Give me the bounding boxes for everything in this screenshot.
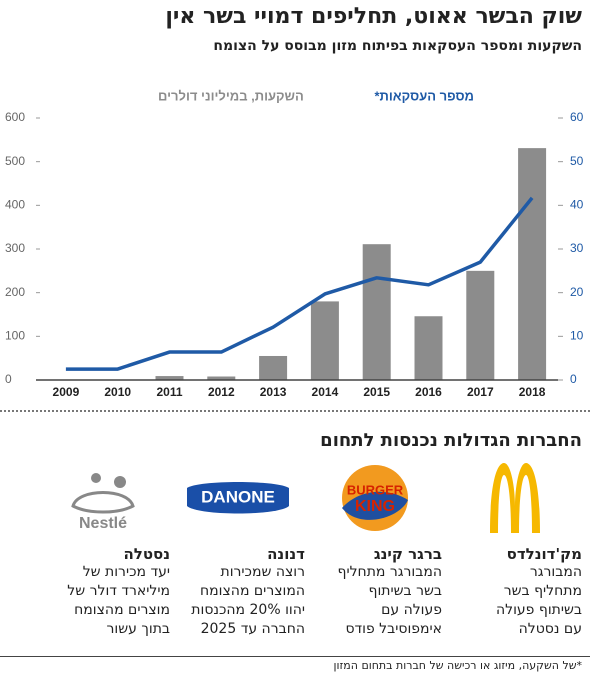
company-text: המבורגר (529, 564, 582, 580)
logo-bird (90, 472, 101, 483)
company-text: בשר בשיתוף (368, 583, 442, 599)
y2-tick-label: 20 (570, 285, 584, 299)
bar (466, 270, 495, 380)
y-tick-label: 100 (5, 329, 25, 343)
line-series (65, 196, 534, 371)
logo: Nestlé (70, 472, 135, 532)
x-tick-label: 2011 (156, 385, 182, 399)
logo-box: Nestlé (35, 455, 170, 540)
company: BURGER KING ברגר קינג המבורגר מתחליף בשר בשי… (307, 455, 442, 639)
company-text: בשיתוף פעולה (496, 602, 582, 618)
separator (0, 410, 590, 412)
bar (362, 244, 391, 380)
bar (155, 376, 184, 380)
y2-tick-label: 0 (570, 372, 577, 386)
logo-box: BURGER KING (307, 455, 442, 540)
bar (518, 148, 547, 380)
y-tick-label: 600 (5, 110, 25, 124)
section-heading: החברות הגדולות נכנסות לתחום (320, 430, 582, 451)
logo-swoosh (341, 491, 408, 520)
y2-axis-title: מספר העסקאות* (374, 88, 474, 103)
company-name: דנונה (267, 545, 305, 563)
logo-text: KING (355, 498, 395, 515)
chart: השקעות, במיליוני דולרים מספר העסקאות*0100… (5, 88, 584, 399)
x-tick-label: 2013 (260, 385, 287, 399)
footnote: *של השקעה, מיזוג או רכישה של חברות בתחום… (333, 659, 582, 672)
logo-bird (113, 475, 126, 488)
bar (207, 376, 236, 380)
company-text: אימפוסיבל פודס (345, 621, 442, 637)
logo: DANONE (186, 481, 289, 513)
company-text: רוצה שמכירות (220, 564, 306, 580)
bar (414, 316, 443, 380)
company-text: החברה עד 2025 (200, 621, 305, 637)
x-tick-label: 2012 (208, 385, 235, 399)
company-text: יעד מכירות של (82, 564, 170, 580)
logo-arches (489, 462, 540, 533)
y-tick-label: 400 (5, 198, 25, 212)
company: Nestlé נסטלה יעד מכירות של מיליארד דולר של מ… (35, 455, 170, 639)
y-tick-label: 300 (5, 241, 25, 255)
x-tick-label: 2018 (519, 385, 546, 399)
y2-tick-label: 30 (570, 241, 584, 255)
company-name: נסטלה (123, 545, 170, 563)
company-text: פעולה עם (381, 602, 442, 618)
logo-box (447, 455, 582, 540)
x-tick-label: 2016 (415, 385, 442, 399)
logo-text: BURGER (346, 482, 403, 497)
logo (489, 462, 540, 533)
y-tick-label: 0 (5, 372, 12, 386)
y2-tick-label: 60 (570, 110, 584, 124)
x-tick-label: 2017 (467, 385, 494, 399)
footnote-rule (0, 656, 590, 657)
company-text: המוצרים מהצומח (200, 583, 305, 599)
company-text: מיליארד דולר של (67, 583, 170, 599)
title: שוק הבשר אאוט, תחליפים דמויי בשר אין (165, 4, 582, 29)
bar (310, 301, 339, 380)
company-name: מק'דונלדס (506, 545, 582, 563)
company-name: ברגר קינג (373, 545, 442, 563)
logo-text: DANONE (201, 487, 275, 506)
company-text: יהוו 20% מהכנסות (191, 602, 305, 618)
logo-box: DANONE (170, 455, 305, 540)
y-axis-title: השקעות, במיליוני דולרים (158, 88, 304, 103)
company-text: בתוך עשור (106, 621, 170, 637)
logo-nest (70, 490, 135, 513)
x-tick-label: 2009 (53, 385, 80, 399)
company: מק'דונלדס המבורגר מתחליף בשר בשיתוף פעולה עם… (447, 455, 582, 639)
x-tick-label: 2015 (363, 385, 390, 399)
x-tick-label: 2014 (312, 385, 339, 399)
y2-tick-label: 10 (570, 329, 584, 343)
company-text: עם נסטלה (518, 621, 582, 637)
bar (259, 355, 288, 380)
x-tick-label: 2010 (104, 385, 131, 399)
company-text: מוצרים מהצומח (74, 602, 170, 618)
company: DANONE דנונה רוצה שמכירות המוצרים מהצומח יהו… (170, 455, 305, 639)
company-text: המבורגר מתחליף (337, 564, 443, 580)
logo-text: Nestlé (78, 515, 126, 532)
subtitle: השקעות ומספר העסקאות בפיתוח מזון מבוסס ע… (213, 38, 582, 54)
y-tick-label: 500 (5, 154, 25, 168)
y-tick-label: 200 (5, 285, 25, 299)
y2-tick-label: 40 (570, 198, 584, 212)
y2-tick-label: 50 (570, 154, 584, 168)
logo-badge (186, 481, 289, 513)
company-text: מתחליף בשר (503, 583, 582, 599)
